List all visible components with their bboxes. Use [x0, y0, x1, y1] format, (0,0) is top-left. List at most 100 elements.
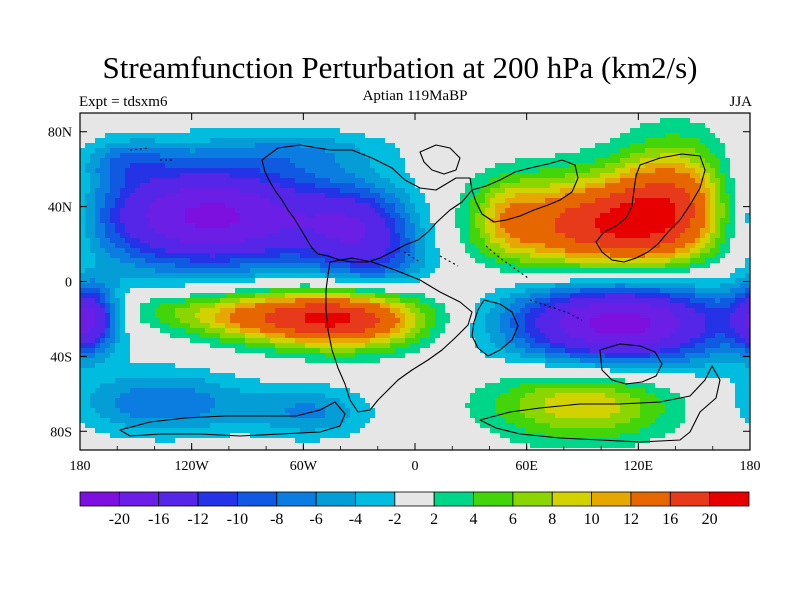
field-cell — [350, 228, 356, 234]
field-cell — [170, 348, 176, 354]
field-cell — [330, 438, 336, 444]
field-cell — [435, 338, 441, 344]
field-cell — [255, 273, 261, 279]
field-cell — [415, 163, 421, 169]
field-cell — [405, 408, 411, 414]
field-cell — [165, 308, 171, 314]
field-cell — [275, 163, 281, 169]
field-cell — [140, 128, 146, 134]
field-cell — [430, 353, 436, 359]
field-cell — [290, 378, 296, 384]
field-cell — [375, 173, 381, 179]
field-cell — [395, 423, 401, 429]
field-cell — [345, 423, 351, 429]
field-cell — [140, 408, 146, 414]
field-cell — [255, 278, 261, 284]
field-cell — [265, 398, 271, 404]
field-cell — [205, 428, 211, 434]
field-cell — [330, 168, 336, 174]
field-cell — [85, 243, 91, 249]
field-cell — [110, 438, 116, 444]
field-cell — [315, 243, 321, 249]
field-cell — [430, 418, 436, 424]
field-cell — [90, 373, 96, 379]
field-cell — [420, 188, 426, 194]
field-cell — [170, 278, 176, 284]
field-cell — [325, 248, 331, 254]
field-cell — [385, 343, 391, 349]
field-cell — [185, 383, 191, 389]
field-cell — [385, 253, 391, 259]
field-cell — [165, 163, 171, 169]
field-cell — [250, 358, 256, 364]
field-cell — [200, 313, 206, 319]
field-cell — [80, 348, 86, 354]
field-cell — [305, 208, 311, 214]
field-cell — [230, 363, 236, 369]
field-cell — [125, 303, 131, 309]
field-cell — [285, 228, 291, 234]
field-cell — [210, 188, 216, 194]
field-cell — [295, 208, 301, 214]
field-cell — [125, 143, 131, 149]
field-cell — [235, 303, 241, 309]
field-cell — [300, 203, 306, 209]
field-cell — [395, 323, 401, 329]
field-cell — [400, 248, 406, 254]
field-cell — [85, 448, 91, 451]
field-cell — [420, 153, 426, 159]
field-cell — [375, 208, 381, 214]
field-cell — [120, 193, 126, 199]
field-cell — [165, 303, 171, 309]
field-cell — [165, 368, 171, 374]
field-cell — [275, 138, 281, 144]
field-cell — [360, 273, 366, 279]
field-cell — [440, 423, 446, 429]
field-cell — [375, 203, 381, 209]
field-cell — [165, 373, 171, 379]
field-cell — [360, 248, 366, 254]
field-cell — [220, 168, 226, 174]
field-cell — [260, 178, 266, 184]
field-cell — [350, 373, 356, 379]
field-cell — [160, 228, 166, 234]
field-cell — [225, 198, 231, 204]
field-cell — [95, 148, 101, 154]
field-cell — [175, 418, 181, 424]
field-cell — [300, 148, 306, 154]
field-cell — [90, 168, 96, 174]
field-cell — [300, 433, 306, 439]
field-cell — [85, 438, 91, 444]
field-cell — [310, 153, 316, 159]
field-cell — [440, 243, 446, 249]
field-cell — [295, 393, 301, 399]
field-cell — [225, 223, 231, 229]
field-cell — [435, 438, 441, 444]
field-cell — [155, 193, 161, 199]
field-cell — [415, 403, 421, 409]
field-cell — [235, 428, 241, 434]
field-cell — [260, 183, 266, 189]
field-cell — [280, 393, 286, 399]
field-cell — [80, 118, 86, 124]
field-cell — [380, 398, 386, 404]
field-cell — [265, 403, 271, 409]
field-cell — [175, 203, 181, 209]
field-cell — [160, 353, 166, 359]
field-cell — [270, 358, 276, 364]
field-cell — [370, 353, 376, 359]
field-cell — [270, 303, 276, 309]
field-cell — [425, 113, 431, 119]
field-cell — [105, 253, 111, 259]
field-cell — [335, 413, 341, 419]
field-cell — [260, 443, 266, 449]
field-cell — [170, 413, 176, 419]
field-cell — [225, 358, 231, 364]
field-cell — [270, 313, 276, 319]
field-cell — [160, 348, 166, 354]
field-cell — [200, 318, 206, 324]
field-cell — [340, 303, 346, 309]
field-cell — [365, 193, 371, 199]
field-cell — [345, 388, 351, 394]
field-cell — [145, 383, 151, 389]
